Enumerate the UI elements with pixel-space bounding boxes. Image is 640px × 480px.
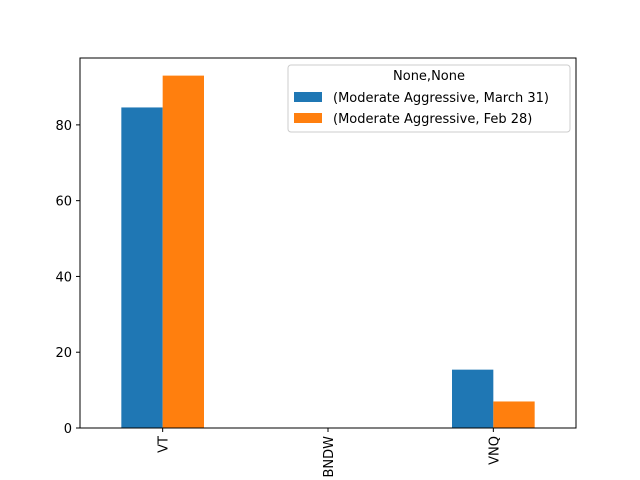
legend-swatch-march-31 <box>294 92 322 102</box>
bar-vt-series-1 <box>121 107 163 428</box>
x-axis: VT BNDW VNQ <box>157 428 502 478</box>
y-tick-label: 0 <box>64 422 72 437</box>
y-tick-label: 60 <box>55 195 72 210</box>
bar-vnq-series-2 <box>493 401 535 428</box>
legend: None,None (Moderate Aggressive, March 31… <box>287 64 571 133</box>
y-tick-label: 20 <box>55 346 72 361</box>
bar-vt-series-2 <box>162 75 204 428</box>
x-tick-label-vnq: VNQ <box>487 436 502 465</box>
x-tick-label-vt: VT <box>157 436 172 453</box>
x-tick-label-bndw: BNDW <box>322 436 337 478</box>
bars <box>121 75 535 428</box>
legend-swatch-feb-28 <box>294 113 322 123</box>
y-axis: 0 20 40 60 80 <box>55 119 80 437</box>
legend-label-feb-28: (Moderate Aggressive, Feb 28) <box>333 112 532 127</box>
y-tick-label: 80 <box>55 119 72 134</box>
bar-vnq-series-1 <box>452 369 494 428</box>
legend-label-march-31: (Moderate Aggressive, March 31) <box>333 91 549 106</box>
plot-frame <box>79 57 577 429</box>
y-tick-label: 40 <box>55 270 72 285</box>
legend-box <box>287 64 571 133</box>
legend-title: None,None <box>393 69 465 84</box>
